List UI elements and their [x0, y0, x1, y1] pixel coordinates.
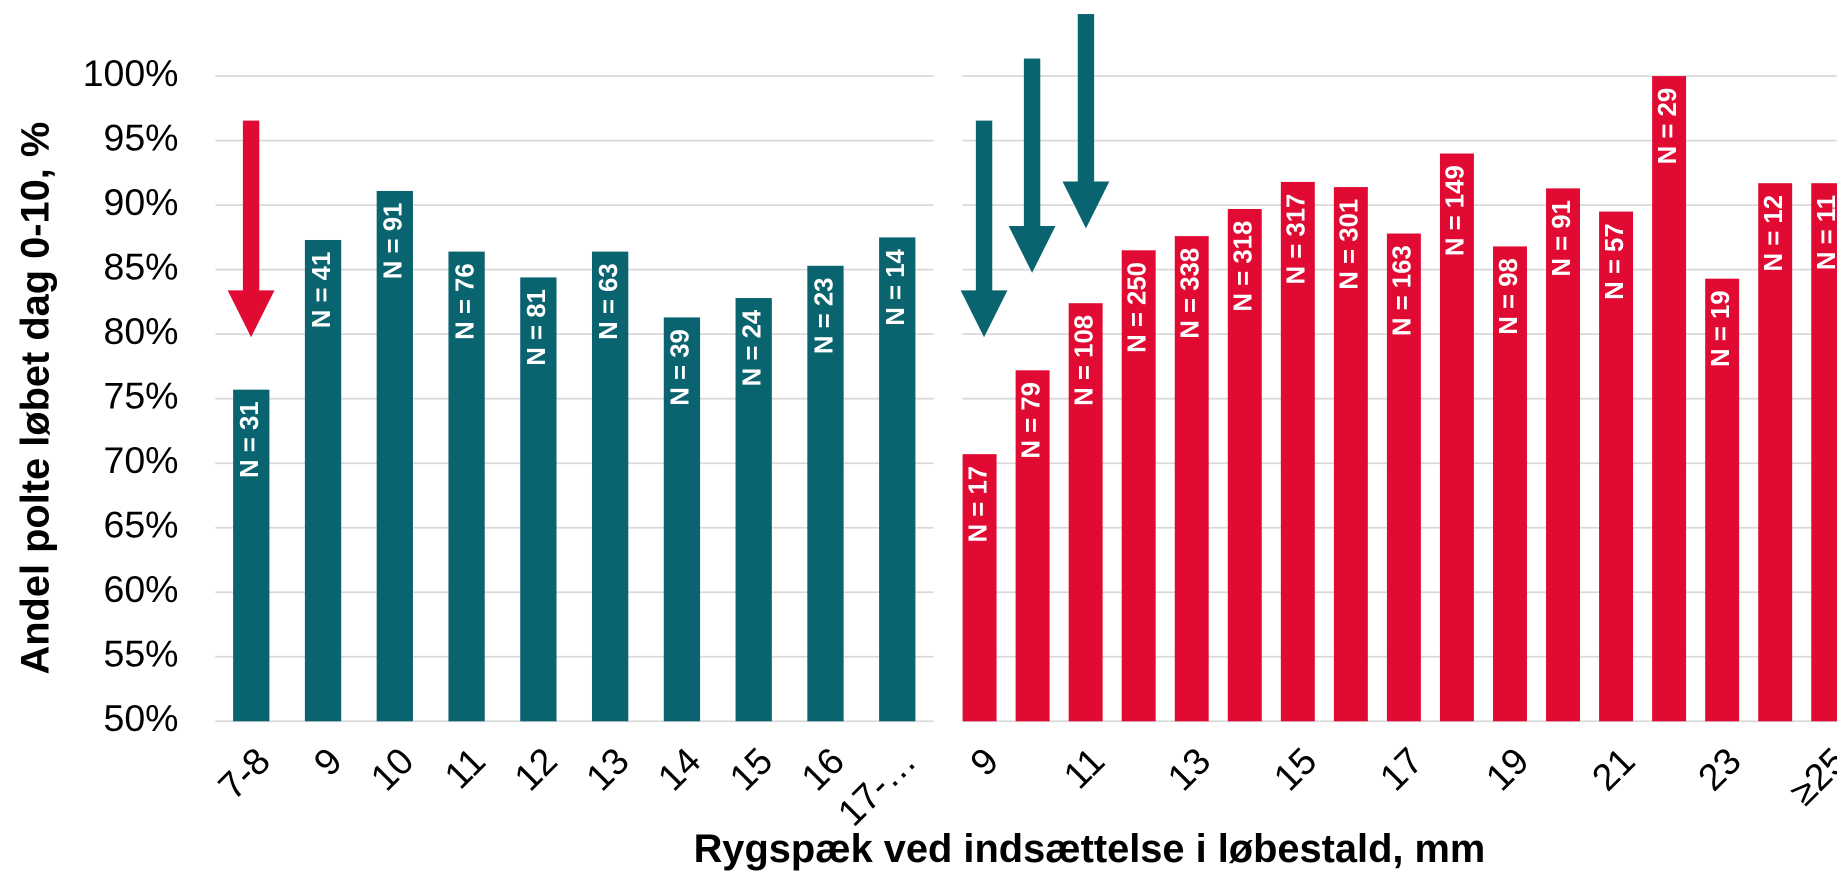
- bar-annotation: N = 301: [1336, 199, 1364, 290]
- arrow: [1023, 58, 1041, 229]
- bar: [1811, 183, 1837, 722]
- bar: [1492, 246, 1527, 722]
- x-axis-label: Rygspæk ved indsættelse i løbestald, mm: [694, 827, 1486, 871]
- bar: [520, 277, 557, 722]
- x-tick-label: 15: [1265, 739, 1324, 798]
- bar: [962, 454, 997, 722]
- arrow: [1062, 181, 1110, 229]
- bar-annotation: N = 11: [1813, 195, 1837, 270]
- bar-annotation: N = 63: [595, 263, 623, 340]
- x-tick-label: 15: [721, 739, 780, 798]
- bar: [1546, 188, 1580, 722]
- bar-annotation: N = 338: [1177, 248, 1205, 339]
- bar: [735, 298, 772, 722]
- bar-annotation: N = 19: [1707, 290, 1735, 367]
- x-tick-label: 7-8: [210, 739, 278, 807]
- bar: [1015, 370, 1050, 722]
- x-tick-label: 11: [1055, 739, 1112, 796]
- bar-annotation: N = 108: [1070, 315, 1098, 406]
- bar-annotation: N = 24: [738, 309, 766, 386]
- y-tick-label: 75%: [104, 375, 179, 417]
- bar: [1333, 187, 1368, 722]
- y-tick-label: 70%: [104, 439, 179, 481]
- bar-annotation: N = 23: [810, 277, 838, 354]
- y-tick-label: 60%: [104, 568, 179, 610]
- bar-annotation: N = 91: [380, 203, 408, 280]
- bar-annotation: N = 14: [882, 248, 910, 325]
- bar-annotation: N = 91: [1548, 200, 1576, 277]
- y-tick-label: 55%: [104, 633, 179, 675]
- bar: [304, 239, 342, 722]
- bar: [591, 251, 629, 722]
- x-tick-label: 9: [962, 739, 1006, 783]
- x-tick-label: 14: [649, 739, 708, 798]
- bar-annotation: N = 31: [236, 401, 264, 478]
- x-tick-label: 19: [1478, 739, 1537, 798]
- bar-annotation: N = 79: [1017, 382, 1045, 459]
- bar-annotation: N = 12: [1760, 195, 1788, 272]
- x-tick-label: 12: [506, 739, 565, 798]
- bar: [1280, 181, 1315, 722]
- bar-annotation: N = 76: [451, 263, 479, 340]
- bar: [807, 265, 844, 722]
- arrow: [1077, 14, 1095, 184]
- bar: [1121, 250, 1156, 722]
- bar: [233, 389, 270, 722]
- x-tick-label: 11: [436, 739, 493, 796]
- bar-annotation: N = 29: [1654, 88, 1682, 165]
- y-tick-label: 95%: [104, 117, 179, 159]
- bar-annotation: N = 57: [1601, 223, 1629, 300]
- bar-annotation: N = 163: [1389, 245, 1417, 336]
- bar: [1227, 209, 1262, 722]
- bar-annotation: N = 250: [1123, 262, 1151, 353]
- bar: [1599, 211, 1634, 722]
- arrow: [975, 120, 993, 293]
- bar-annotation: N = 98: [1495, 258, 1523, 335]
- bar: [1439, 153, 1474, 722]
- bar-annotation: N = 17: [964, 466, 992, 543]
- bar-annotation: N = 81: [523, 289, 551, 366]
- bar-annotation: N = 318: [1230, 221, 1258, 312]
- bar: [1652, 76, 1687, 722]
- bar-annotation: N = 317: [1283, 194, 1311, 285]
- arrow: [227, 290, 275, 338]
- bar: [1386, 233, 1421, 722]
- plot: 50% 55% 60% 65% 70% 75% 80% 85% 90% 95% 100% N = 31…: [83, 52, 1837, 834]
- y-tick-label: 100%: [83, 52, 179, 94]
- bar: [1068, 303, 1103, 722]
- arrow: [242, 120, 260, 293]
- bar-annotation: N = 149: [1442, 165, 1470, 256]
- bar: [1758, 183, 1793, 722]
- x-tick-label: 17: [1371, 739, 1430, 798]
- x-tick-label: 23: [1690, 739, 1749, 798]
- bar: [1174, 236, 1209, 722]
- arrow: [1008, 225, 1056, 273]
- x-tick-label: 17-…: [829, 739, 923, 833]
- bar: [1705, 278, 1740, 722]
- bar-annotation: N = 41: [308, 252, 336, 329]
- arrows: [227, 14, 1110, 338]
- y-tick-label: 50%: [104, 697, 179, 739]
- bar: [879, 237, 916, 722]
- bar: [376, 190, 413, 722]
- arrow: [960, 290, 1008, 338]
- x-tick-label: 21: [1584, 739, 1643, 798]
- bar-annotation: N = 39: [667, 329, 695, 406]
- bar: [448, 251, 485, 722]
- x-tick-label: 9: [305, 739, 349, 783]
- y-tick-label: 90%: [104, 181, 179, 223]
- x-tick-label: 10: [362, 739, 421, 798]
- y-axis-label: Andel polte løbet dag 0-10, %: [14, 122, 58, 675]
- y-tick-label: 65%: [104, 504, 179, 546]
- y-tick-label: 80%: [104, 310, 179, 352]
- x-tick-label: ≥25: [1781, 739, 1837, 813]
- bar: [663, 317, 701, 722]
- x-tick-label: 13: [1159, 739, 1218, 798]
- x-tick-label: 13: [578, 739, 637, 798]
- y-tick-label: 85%: [104, 246, 179, 288]
